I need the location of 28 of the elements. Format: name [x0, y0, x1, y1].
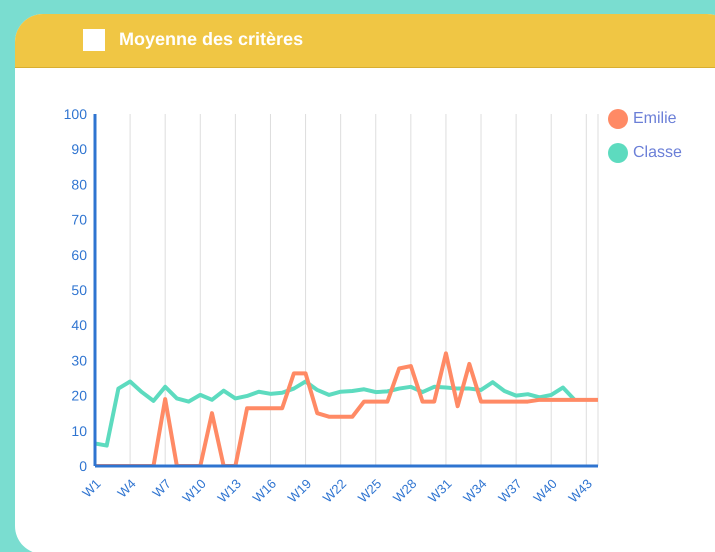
- x-tick-label: W28: [390, 476, 420, 506]
- x-tick-label: W4: [114, 476, 139, 500]
- y-tick-label: 40: [71, 317, 88, 334]
- x-tick-label: W10: [179, 476, 209, 506]
- y-tick-label: 50: [71, 282, 88, 298]
- x-tick-label: W34: [460, 476, 490, 506]
- y-tick-label: 30: [71, 352, 88, 368]
- x-tick-label: W22: [320, 476, 350, 506]
- legend-label: Classe: [633, 144, 682, 162]
- y-tick-label: 80: [71, 176, 88, 192]
- x-tick-label: W19: [284, 476, 314, 506]
- y-tick-label: 90: [71, 141, 88, 158]
- y-tick-label: 70: [71, 212, 88, 228]
- x-tick-label: W43: [565, 476, 595, 506]
- x-tick-label: W16: [250, 476, 280, 506]
- x-tick-label: W7: [149, 476, 174, 500]
- x-tick-label: W31: [425, 476, 455, 506]
- y-tick-label: 10: [71, 422, 88, 439]
- y-tick-label: 60: [71, 246, 88, 263]
- x-tick-label: W13: [214, 476, 244, 506]
- x-tick-label: W40: [530, 476, 560, 506]
- y-tick-label: 100: [64, 106, 88, 122]
- legend-label: Emilie: [633, 110, 677, 128]
- line-series: [95, 380, 577, 448]
- y-tick-label: 0: [79, 458, 88, 474]
- x-tick-label: W1: [79, 476, 104, 500]
- y-tick-label: 20: [71, 388, 88, 404]
- chart-title: Moyenne des critères: [119, 29, 304, 50]
